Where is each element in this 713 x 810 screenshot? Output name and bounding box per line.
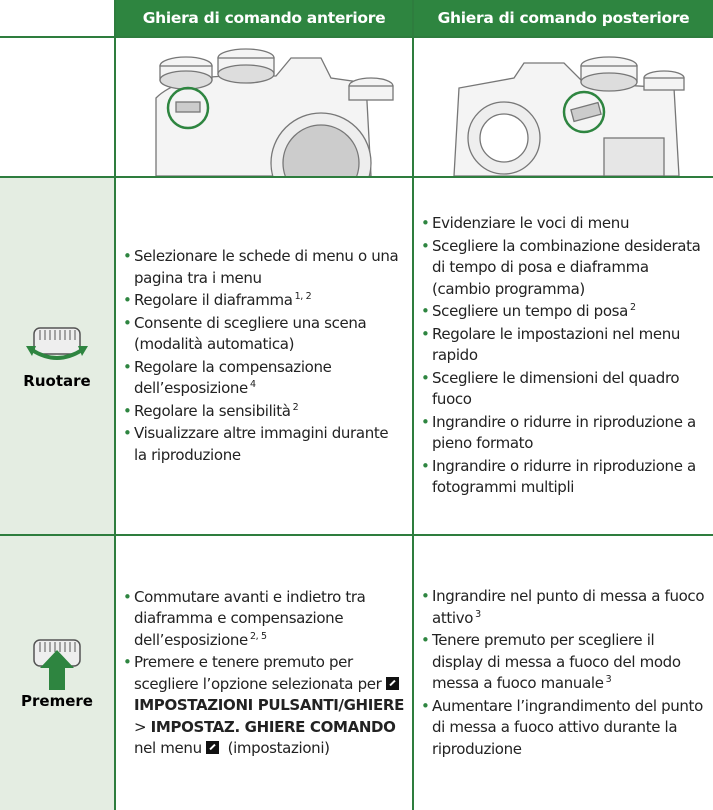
text-run: Regolare la compensazione dell’esposizio… — [134, 357, 332, 398]
camera-rear-illustration — [414, 38, 713, 178]
list-item: Ingrandire o ridurre in riproduzione a f… — [420, 456, 705, 499]
rotate-dial-icon — [26, 327, 88, 360]
footnote-ref: 2 — [629, 302, 636, 314]
text-run: Ingrandire o ridurre in riproduzione a f… — [432, 456, 696, 497]
text-run: > — [134, 717, 151, 736]
text-run: Ingrandire o ridurre in riproduzione a p… — [432, 412, 696, 453]
footnote-ref: 1, 2 — [294, 291, 312, 302]
corner-cell — [0, 38, 116, 178]
setup-menu-icon — [206, 741, 220, 754]
camera-front-illustration — [116, 38, 414, 214]
column-header: Ghiera di comando posteriore — [414, 0, 713, 38]
list-cell: Commutare avanti e indietro tra diaframm… — [116, 536, 414, 810]
list-item: Consente di scegliere una scena (modalit… — [122, 313, 404, 356]
list-item: Ingrandire nel punto di messa a fuoco at… — [420, 586, 705, 629]
text-run: IMPOSTAZIONI PULSANTI/GHIERE — [134, 696, 404, 714]
row-label: Ruotare — [23, 372, 91, 390]
text-run: Ingrandire nel punto di messa a fuoco at… — [432, 587, 705, 627]
text-run: Consente di scegliere una scena (modalit… — [134, 313, 367, 354]
list-cell: Selezionare le schede di menu o una pagi… — [116, 178, 414, 536]
list-item: Commutare avanti e indietro tra diaframm… — [122, 587, 404, 652]
corner-cell — [0, 0, 116, 38]
column-header: Ghiera di comando anteriore — [116, 0, 414, 38]
camera-image — [155, 48, 394, 214]
camera-image — [453, 56, 685, 177]
text-run: IMPOSTAZ. GHIERE COMANDO — [150, 717, 396, 736]
text-run: Tenere premuto per scegliere il display … — [432, 631, 681, 692]
list-item: Tenere premuto per scegliere il display … — [420, 630, 705, 695]
footnote-ref: 3 — [605, 674, 612, 685]
footnote-ref: 4 — [249, 379, 256, 390]
row-label-cell: Ruotare — [0, 178, 116, 536]
row-label: Premere — [21, 692, 93, 710]
list-item: Premere e tenere premuto per scegliere l… — [122, 652, 404, 760]
text-run: Commutare avanti e indietro tra diaframm… — [134, 587, 366, 649]
list-item: Selezionare le schede di menu o una pagi… — [122, 246, 404, 289]
text-run: (impostazioni) — [223, 739, 330, 757]
text-run: Regolare il diaframma — [134, 291, 293, 309]
text-run: Scegliere la combinazione desiderata di … — [432, 236, 701, 298]
row-label-cell: Premere — [0, 536, 116, 810]
list-item: Regolare la compensazione dell’esposizio… — [122, 357, 404, 400]
footnote-ref: 2, 5 — [249, 630, 267, 642]
text-run: Evidenziare le voci di menu — [432, 214, 630, 233]
text-run: Aumentare l’ingrandimento del punto di m… — [432, 696, 703, 758]
footnote-ref: 3 — [475, 608, 481, 620]
text-run: Selezionare le schede di menu o una pagi… — [134, 247, 399, 287]
text-run: Scegliere un tempo di posa — [432, 302, 628, 321]
text-run: nel menu — [134, 739, 207, 757]
list-item: Ingrandire o ridurre in riproduzione a p… — [420, 412, 705, 455]
list-item: Regolare le impostazioni nel menu rapido — [420, 324, 705, 367]
text-run: Premere e tenere premuto per scegliere l… — [134, 653, 386, 693]
text-run: Regolare le impostazioni nel menu rapido — [432, 324, 681, 365]
text-run: Regolare la sensibilità — [134, 401, 291, 420]
press-dial-icon — [33, 639, 81, 690]
list-item: Scegliere le dimensioni del quadro fuoco — [420, 368, 705, 411]
text-run: Scegliere le dimensioni del quadro fuoco — [432, 368, 680, 409]
setup-menu-icon — [385, 676, 399, 690]
list-item: Visualizzare altre immagini durante la r… — [122, 423, 404, 466]
text-run: Visualizzare altre immagini durante la r… — [134, 424, 389, 464]
list-item: Scegliere la combinazione desiderata di … — [420, 236, 705, 301]
list-item: Aumentare l’ingrandimento del punto di m… — [420, 696, 705, 761]
list-item: Evidenziare le voci di menu — [420, 213, 705, 235]
list-cell: Evidenziare le voci di menu Scegliere la … — [414, 178, 713, 536]
footnote-ref: 2 — [292, 401, 299, 413]
list-cell: Ingrandire nel punto di messa a fuoco at… — [414, 536, 713, 810]
